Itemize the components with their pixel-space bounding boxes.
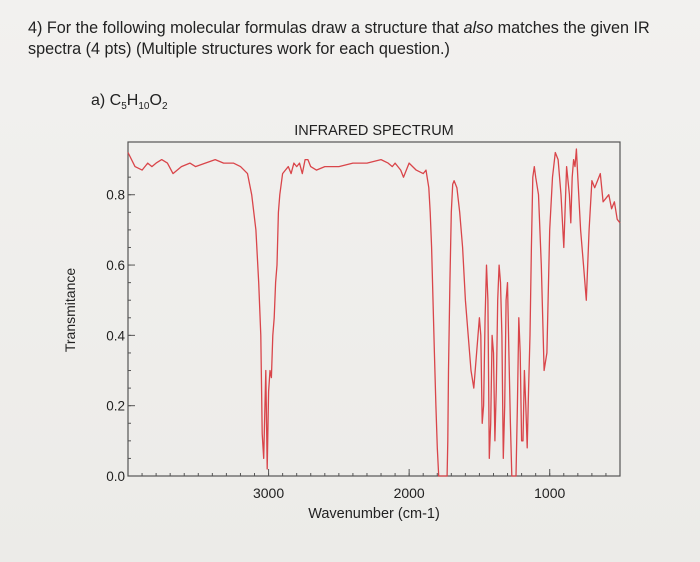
x-axis-label: Wavenumber (cm-1) — [308, 506, 440, 522]
question-line2: spectra (4 pts) (Multiple structures wor… — [28, 40, 450, 58]
formula-o: O — [149, 92, 162, 109]
y-tick-label: 0.6 — [106, 258, 125, 273]
y-tick-label: 0.2 — [106, 399, 125, 414]
part-a-label: a) C5H10O2 — [91, 92, 168, 112]
y-tick-label: 0.4 — [106, 328, 125, 343]
question-line1-start: 4) For the following molecular formulas … — [28, 19, 464, 37]
series-layer — [127, 148, 621, 477]
x-tick-label: 1000 — [534, 485, 565, 501]
y-tick-label: 0.0 — [106, 469, 125, 484]
question-text: 4) For the following molecular formulas … — [28, 18, 688, 60]
question-emphasis: also — [463, 19, 494, 37]
formula-h: H — [126, 92, 139, 109]
question-line1-end: matches the given IR — [493, 19, 650, 37]
spectrum-line — [127, 148, 621, 477]
x-tick-label: 3000 — [253, 485, 284, 501]
plot-frame — [127, 141, 621, 477]
axis-ticks — [128, 176, 607, 477]
part-prefix: a) — [91, 92, 110, 109]
y-tick-label: 0.8 — [106, 188, 125, 203]
y-axis-label: Transmitance — [62, 268, 78, 353]
x-tick-label: 2000 — [394, 485, 425, 501]
chart-title: INFRARED SPECTRUM — [294, 123, 454, 139]
formula-c-sub: 5 — [121, 101, 127, 113]
formula-h-sub: 10 — [138, 101, 150, 113]
axis-tick-labels: 0.0 0.2 0.4 0.6 0.8 3000 2000 1000 — [106, 188, 565, 501]
formula-c: C — [109, 92, 122, 109]
formula-o-sub: 2 — [161, 101, 168, 113]
